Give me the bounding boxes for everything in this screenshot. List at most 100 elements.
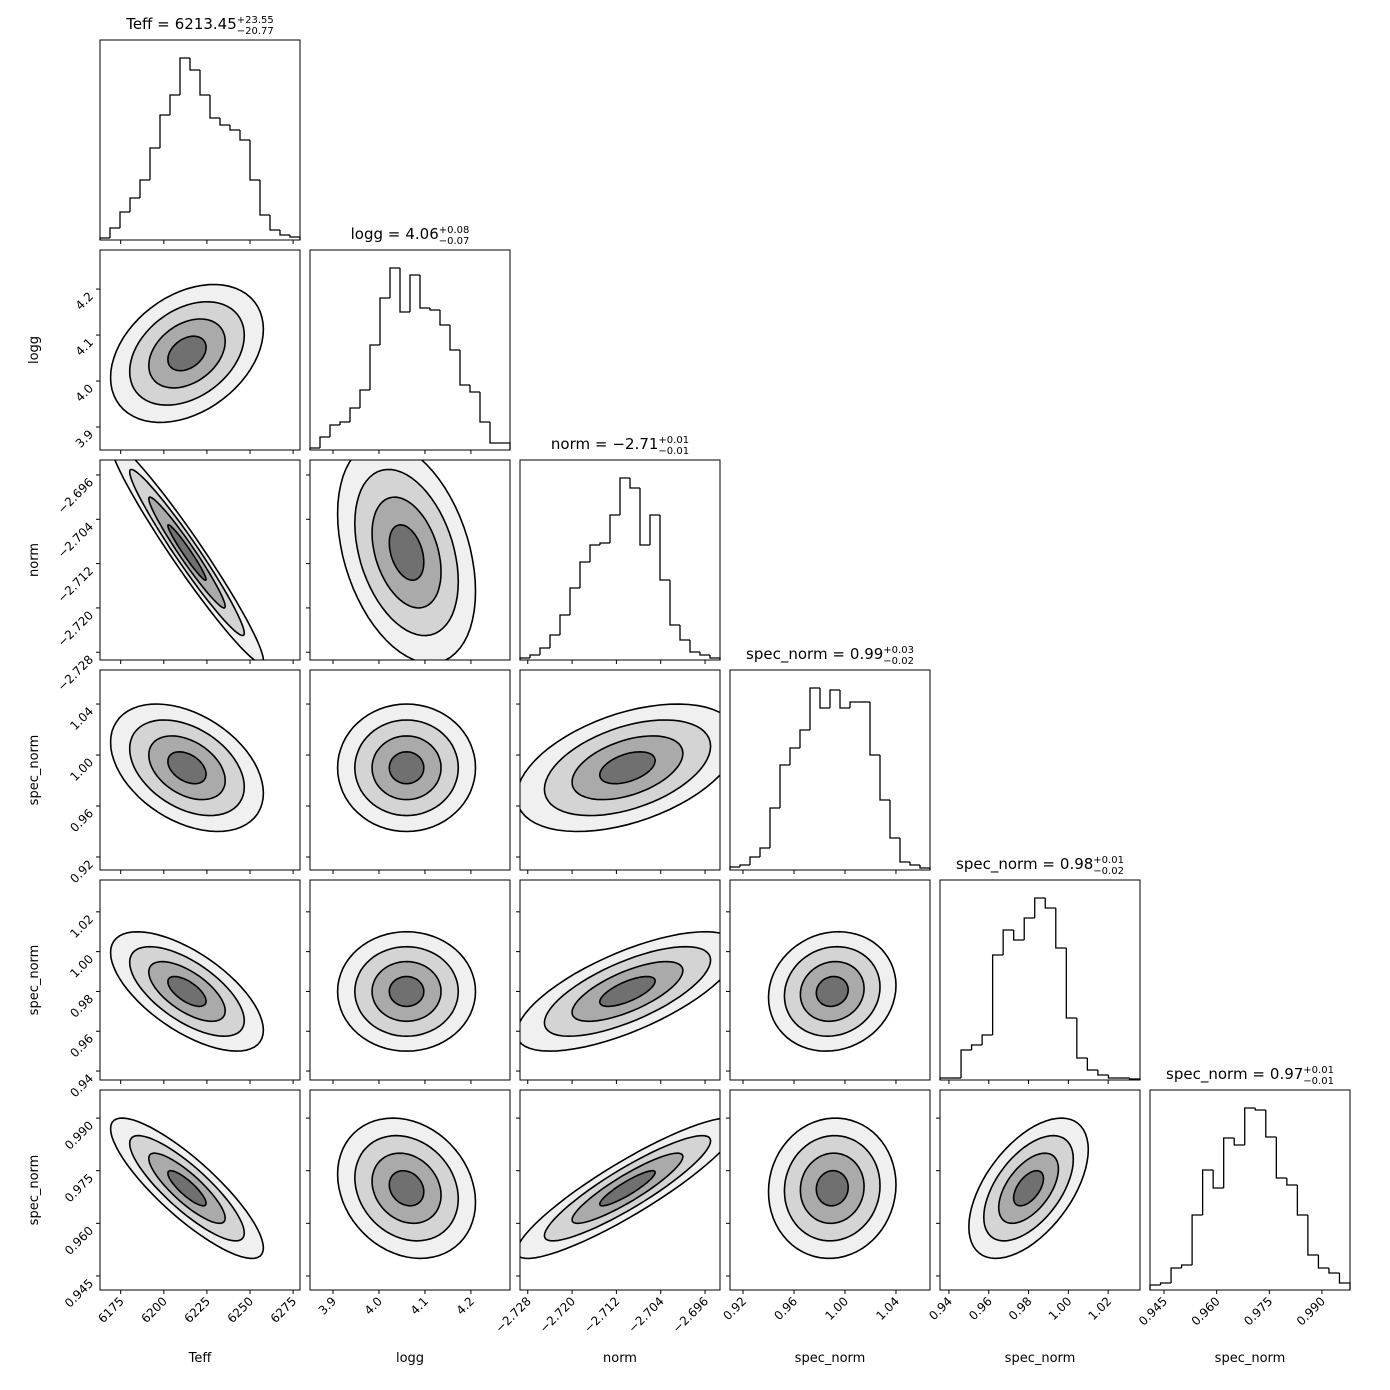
y-tick-label: 0.98 [67, 992, 96, 1021]
title-err-plus: +0.08 [439, 225, 470, 236]
histogram-bin [1286, 1178, 1298, 1186]
histogram-bin [1107, 1075, 1119, 1079]
histogram-bin [819, 688, 830, 709]
y-axis-label: spec_norm [27, 1155, 42, 1226]
histogram-bin [1180, 1264, 1193, 1268]
x-axis-label: spec_norm [1215, 1351, 1286, 1366]
contour [815, 1169, 850, 1207]
histogram-bin [339, 421, 350, 425]
panel-frame [309, 669, 511, 871]
panel-frame [99, 669, 301, 871]
x-tick-label: 0.96 [966, 1294, 995, 1323]
contours [336, 1117, 477, 1260]
histogram-bin [1275, 1137, 1287, 1179]
x-tick-label: 6275 [268, 1294, 299, 1325]
title-err-minus: −0.01 [658, 446, 689, 457]
histogram-bin [749, 856, 760, 865]
histogram-bin [879, 755, 890, 801]
panel-frame [99, 1089, 301, 1291]
histogram-bin [599, 542, 610, 545]
histogram-bin [829, 689, 840, 708]
histogram-bin [1149, 1284, 1161, 1290]
histogram-bin [459, 350, 470, 386]
histogram-bin [709, 655, 721, 660]
histogram-bin [359, 389, 370, 408]
panel-frame [939, 1089, 1141, 1291]
panel-title: Teff = 6213.45 +23.55−20.77 [125, 15, 274, 37]
y-tick-label: 0.92 [67, 857, 96, 886]
histogram-bin [449, 325, 460, 351]
histogram-bin [981, 1034, 993, 1045]
contour [1012, 1169, 1045, 1207]
x-tick-label: 6250 [225, 1294, 256, 1325]
histogram-bin [649, 514, 660, 545]
x-tick-label: 4.0 [362, 1294, 385, 1317]
histogram-bin [1191, 1214, 1203, 1265]
panel-frame [519, 879, 721, 1081]
x-axis-label: spec_norm [1005, 1351, 1076, 1366]
y-tick-label: 0.94 [67, 1071, 96, 1100]
contour [598, 1169, 657, 1207]
contour [388, 750, 425, 785]
title-prefix: spec_norm = [746, 645, 845, 664]
histogram-bin [479, 392, 490, 423]
x-axis-label: spec_norm [795, 1351, 866, 1366]
histogram-bin [839, 690, 850, 709]
y-tick-label: 1.02 [67, 912, 96, 941]
histogram-bin [1002, 929, 1014, 955]
title-err-plus: +23.55 [237, 15, 274, 26]
panel-frame [729, 879, 931, 1081]
title-prefix: spec_norm = [1166, 1065, 1265, 1084]
histogram-bin [1328, 1268, 1340, 1274]
contours [336, 930, 477, 1052]
contours [336, 703, 477, 833]
title-text: spec_norm = 0.98 [956, 855, 1093, 874]
x-tick-label: 0.98 [1006, 1294, 1035, 1323]
histogram-bin [369, 344, 380, 390]
contour [598, 975, 657, 1008]
title-prefix: spec_norm = [956, 855, 1055, 874]
title-err-minus: −0.02 [883, 656, 914, 667]
title-prefix: logg = [351, 225, 401, 243]
y-tick-label: −2.712 [55, 564, 96, 605]
y-tick-label: −2.728 [55, 652, 96, 693]
histogram-bin [609, 514, 620, 543]
histogram-bin [259, 180, 270, 216]
x-tick-label: 4.1 [408, 1294, 431, 1317]
histogram-bin [889, 800, 900, 839]
histogram-bin [379, 297, 390, 345]
x-tick-label: 4.2 [454, 1294, 477, 1317]
histogram-bin [991, 954, 1004, 1035]
contours [109, 703, 265, 833]
title-prefix: Teff = [125, 15, 170, 33]
histogram-bin [179, 57, 190, 95]
histogram-bin [559, 614, 570, 635]
panel-frame [729, 669, 931, 871]
histogram-bin [759, 847, 770, 857]
histogram-bin [279, 230, 290, 236]
contour [388, 523, 425, 581]
y-tick-label: 0.96 [67, 1031, 96, 1060]
histogram-bin [500, 442, 511, 450]
histogram-bin [779, 764, 790, 808]
panel-frame [309, 459, 511, 661]
histogram-bin [1159, 1282, 1172, 1285]
y-tick-label: 0.945 [62, 1276, 96, 1310]
panel-frame [939, 879, 1141, 1081]
x-tick-label: 0.96 [771, 1294, 800, 1323]
panel-title: spec_norm = 0.99 +0.03−0.02 [746, 645, 914, 667]
histogram-bin [1034, 897, 1046, 918]
histogram-bin [239, 130, 250, 141]
title-text: spec_norm = 0.99 [746, 645, 883, 664]
panel-title: logg = 4.06 +0.08−0.07 [351, 225, 470, 247]
histogram-bin [409, 274, 420, 312]
y-tick-label: −2.696 [55, 475, 96, 516]
histogram-bin [1265, 1110, 1277, 1138]
x-tick-label: 0.92 [720, 1294, 749, 1323]
x-tick-label: 0.975 [1241, 1294, 1275, 1328]
panel-frame [519, 669, 721, 871]
panel-frame [99, 879, 301, 1081]
y-tick-label: 1.00 [67, 755, 96, 784]
histogram-bin [399, 268, 410, 313]
contour [167, 975, 207, 1008]
